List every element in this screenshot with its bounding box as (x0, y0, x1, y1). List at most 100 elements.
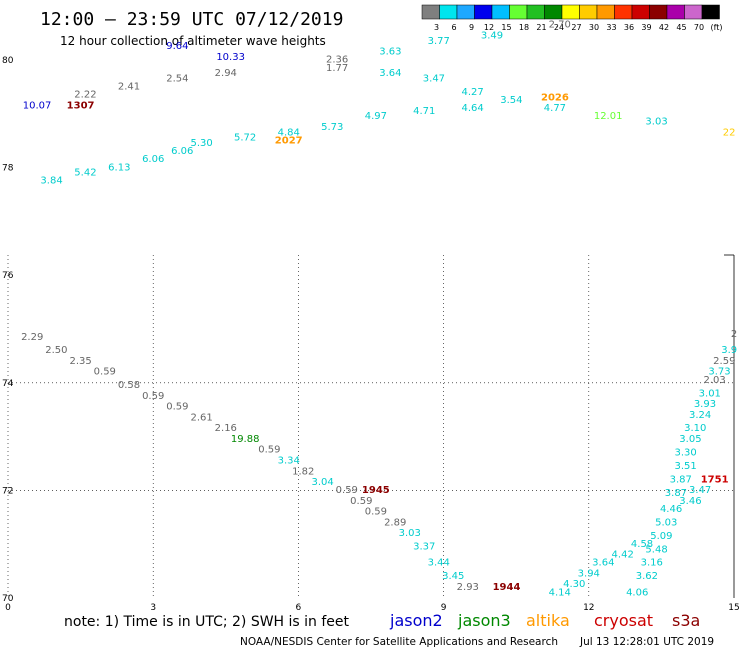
swh-data-label: 1945 (362, 485, 390, 496)
swh-data-label: 3.01 (699, 388, 721, 399)
colorbar-label: 33 (606, 23, 616, 32)
swh-data-label: 0.59 (258, 445, 280, 456)
timestamp-text: Jul 13 12:28:01 UTC 2019 (579, 636, 714, 648)
colorbar-swatch (649, 4, 668, 20)
colorbar-swatch (561, 4, 580, 20)
swh-data-label: 1944 (493, 582, 521, 593)
swh-data-label: 1.77 (326, 63, 348, 74)
y-tick-label: 76 (2, 271, 14, 281)
colorbar-label: 18 (519, 23, 529, 32)
colorbar-label: 3 (434, 23, 439, 32)
swh-data-label: 0.59 (142, 391, 164, 402)
swh-data-label: 4.71 (413, 106, 435, 117)
swh-data-label: 0.59 (94, 367, 116, 378)
y-tick-label: 78 (2, 164, 14, 174)
swh-data-label: 3.51 (674, 461, 696, 472)
colorbar-swatch (631, 4, 650, 20)
colorbar-label: 12 (484, 23, 494, 32)
colorbar-swatch (666, 4, 685, 20)
swh-data-label: 9.64 (166, 41, 188, 52)
colorbar-swatch (491, 4, 510, 20)
chart-title: 12:00 — 23:59 UTC 07/12/2019 (40, 9, 343, 30)
swh-data-label: 2.89 (384, 517, 406, 528)
colorbar-label: 45 (676, 23, 686, 32)
swh-data-label: 2.50 (45, 345, 67, 356)
colorbar-label: 39 (641, 23, 651, 32)
swh-data-label: 0.58 (118, 380, 140, 391)
swh-data-label: 3.9 (721, 345, 737, 356)
swh-data-label: 3.87 (665, 488, 687, 499)
colorbar-swatch (474, 4, 493, 20)
swh-data-label: 3.49 (481, 30, 503, 41)
swh-data-label: 2.61 (190, 412, 212, 423)
colorbar-swatch (684, 4, 703, 20)
swh-data-label: 3.37 (413, 542, 435, 553)
swh-data-label: 2.16 (215, 423, 237, 434)
swh-data-label: 4.06 (626, 587, 648, 598)
swh-data-label: 4.42 (612, 550, 634, 561)
colorbar-label: 27 (571, 23, 581, 32)
colorbar-label: 9 (469, 23, 474, 32)
swh-data-label: 4.84 (278, 127, 300, 138)
legend-jason2: jason2 (389, 611, 443, 630)
swh-data-label: 2.29 (21, 332, 43, 343)
swh-data-label: 4.97 (365, 111, 387, 122)
legend-altika: altika (526, 611, 570, 630)
mission-legend: jason2 jason3 altika cryosat s3a (389, 611, 700, 630)
x-tick-label: 0 (5, 603, 11, 613)
swh-data-label: 5.30 (190, 138, 212, 149)
colorbar-label: 42 (659, 23, 669, 32)
swh-data-label: 2.70 (549, 20, 571, 31)
swh-data-label: 6.06 (171, 146, 193, 157)
x-tick-label: 15 (728, 603, 739, 613)
swh-data-label: 3.94 (578, 568, 600, 579)
swh-data-label: 2.35 (69, 356, 91, 367)
swh-data-label: 2 (731, 329, 737, 340)
swh-data-label: 3.10 (684, 423, 706, 434)
x-tick-label: 12 (583, 603, 594, 613)
swh-data-label: 3.87 (670, 474, 692, 485)
swh-data-label: 2.93 (457, 582, 479, 593)
colorbar-swatch (596, 4, 615, 20)
swh-data-label: 4.58 (631, 539, 653, 550)
swh-data-label: 4.77 (544, 103, 566, 114)
swh-data-label: 3.73 (708, 367, 730, 378)
swh-data-label: 2.22 (74, 90, 96, 101)
swh-data-label: 0.59 (336, 485, 358, 496)
swh-data-label: 3.46 (679, 496, 701, 507)
swh-data-label: 3.05 (679, 434, 701, 445)
swh-data-label: 3.54 (500, 95, 522, 106)
swh-data-label: 3.84 (40, 176, 62, 187)
swh-data-label: 2.94 (215, 68, 237, 79)
swh-data-label: 3.45 (442, 571, 464, 582)
colorbar-swatch (579, 4, 598, 20)
colorbar-swatch (421, 4, 440, 20)
swh-data-label: 3.34 (278, 456, 300, 467)
swh-data-label: 0.59 (365, 507, 387, 518)
colorbar-label: 30 (589, 23, 599, 32)
swh-data-label: 3.64 (592, 558, 614, 569)
colorbar-label: (ft) (710, 23, 722, 32)
colorbar-label: 15 (501, 23, 511, 32)
legend-s3a: s3a (672, 611, 700, 630)
colorbar-label: 6 (451, 23, 456, 32)
colorbar-legend: 3 6 9 12 15 18 21 24 27 30 33 36 39 42 45 70 (ft) (421, 4, 723, 32)
y-tick-label: 80 (2, 56, 14, 66)
swh-data-label: 3.62 (636, 571, 658, 582)
swh-data-label: 3.47 (423, 74, 445, 85)
colorbar-swatch (614, 4, 633, 20)
chart-subtitle: 12 hour collection of altimeter wave hei… (60, 34, 326, 48)
swh-data-label: 4.64 (462, 103, 484, 114)
swh-data-label: 2.36 (326, 55, 348, 66)
colorbar-label: 36 (624, 23, 634, 32)
swh-data-label: 22 (723, 127, 736, 138)
swh-data-label: 3.44 (428, 558, 450, 569)
colorbar-swatch (456, 4, 475, 20)
swh-data-label: 2.03 (704, 375, 726, 386)
swh-data-label: 3.64 (379, 68, 401, 79)
swh-data-label: 1307 (67, 100, 95, 111)
swh-data-label: 4.30 (563, 579, 585, 590)
swh-data-label: 3.93 (694, 399, 716, 410)
